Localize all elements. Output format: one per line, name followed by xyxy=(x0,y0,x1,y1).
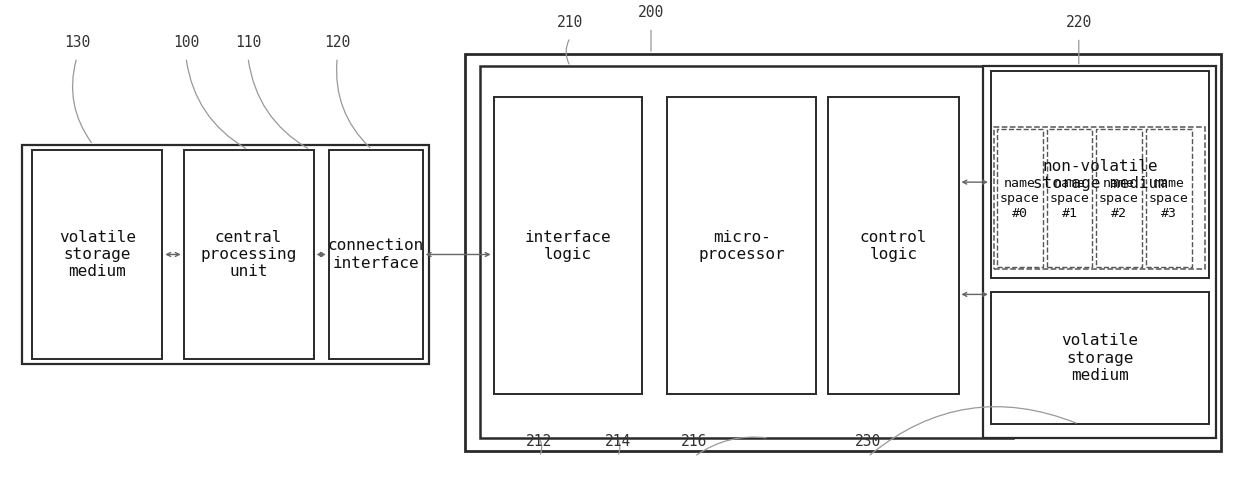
Text: non-volatile
storage medium: non-volatile storage medium xyxy=(1033,159,1167,191)
FancyBboxPatch shape xyxy=(22,145,429,364)
Text: 110: 110 xyxy=(234,35,262,50)
Text: 200: 200 xyxy=(637,5,665,20)
Text: name
space
#0: name space #0 xyxy=(999,177,1040,220)
Text: control
logic: control logic xyxy=(859,230,928,262)
Text: 220: 220 xyxy=(1065,15,1092,30)
Text: 210: 210 xyxy=(557,15,584,30)
Text: volatile
storage
medium: volatile storage medium xyxy=(58,230,136,279)
FancyBboxPatch shape xyxy=(991,71,1209,278)
FancyBboxPatch shape xyxy=(494,97,642,394)
FancyBboxPatch shape xyxy=(1096,129,1142,267)
Text: central
processing
unit: central processing unit xyxy=(201,230,296,279)
FancyBboxPatch shape xyxy=(329,150,423,359)
Text: 216: 216 xyxy=(681,434,708,449)
FancyBboxPatch shape xyxy=(465,54,1221,451)
FancyBboxPatch shape xyxy=(1146,129,1192,267)
FancyBboxPatch shape xyxy=(991,292,1209,424)
Text: interface
logic: interface logic xyxy=(525,230,611,262)
FancyBboxPatch shape xyxy=(828,97,959,394)
FancyBboxPatch shape xyxy=(997,129,1043,267)
Text: connection
interface: connection interface xyxy=(327,239,424,270)
FancyBboxPatch shape xyxy=(667,97,816,394)
Text: 120: 120 xyxy=(324,35,351,50)
Text: 130: 130 xyxy=(63,35,91,50)
Text: name
space
#1: name space #1 xyxy=(1049,177,1090,220)
Text: name
space
#2: name space #2 xyxy=(1099,177,1140,220)
Text: micro-
processor: micro- processor xyxy=(698,230,785,262)
FancyBboxPatch shape xyxy=(994,127,1205,269)
Text: 212: 212 xyxy=(526,434,553,449)
Text: 100: 100 xyxy=(172,35,200,50)
FancyBboxPatch shape xyxy=(480,66,1013,438)
Text: name
space
#3: name space #3 xyxy=(1148,177,1189,220)
FancyBboxPatch shape xyxy=(32,150,162,359)
Text: volatile
storage
medium: volatile storage medium xyxy=(1061,333,1138,383)
Text: 230: 230 xyxy=(854,434,882,449)
FancyBboxPatch shape xyxy=(1047,129,1092,267)
FancyBboxPatch shape xyxy=(983,66,1216,438)
Text: 214: 214 xyxy=(604,434,631,449)
FancyBboxPatch shape xyxy=(184,150,314,359)
